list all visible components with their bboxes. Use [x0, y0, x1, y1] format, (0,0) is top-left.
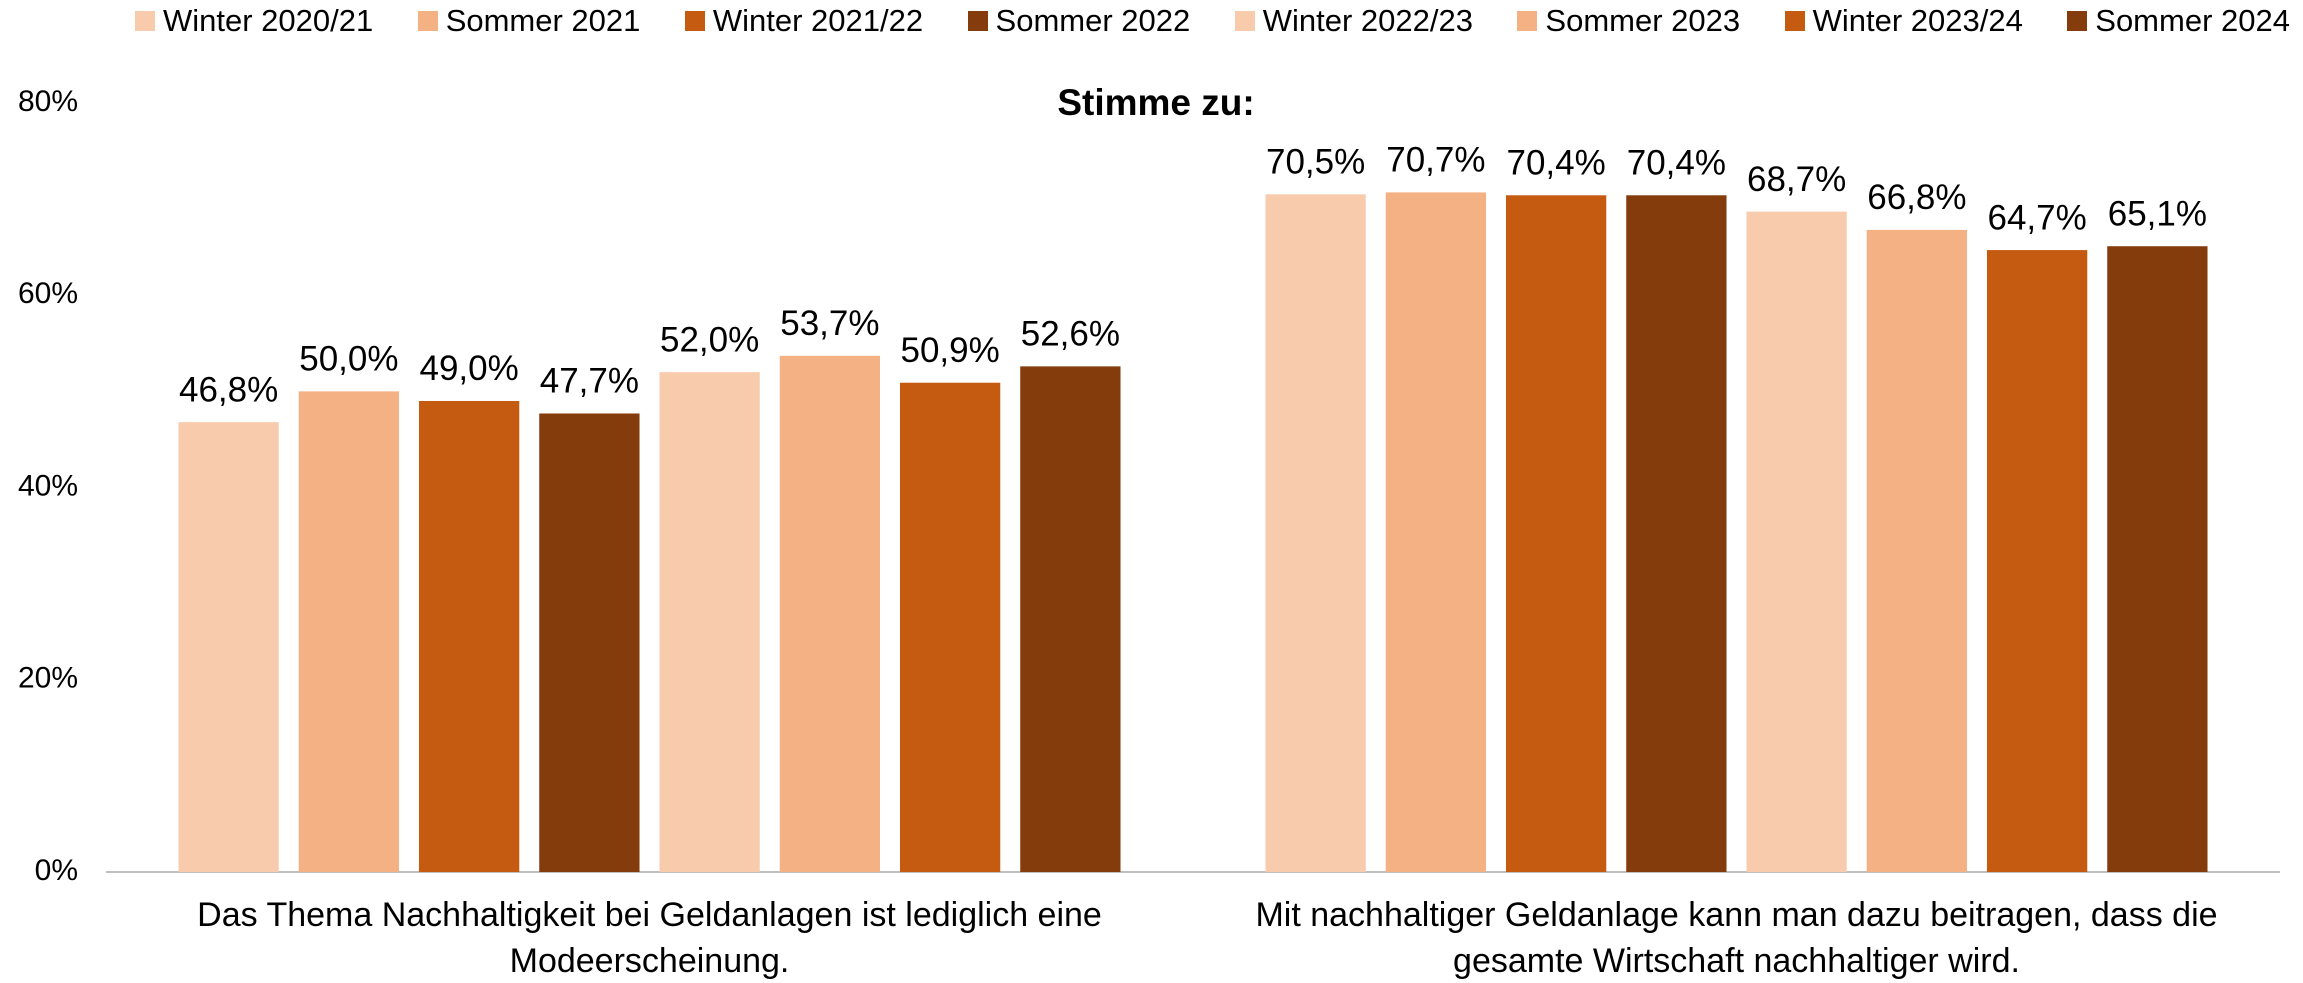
- bar: [1385, 192, 1487, 873]
- legend-item: Sommer 2024: [2067, 3, 2290, 39]
- bar: [899, 382, 1001, 872]
- legend-item: Sommer 2022: [967, 3, 1191, 39]
- legend-item: Sommer 2021: [417, 3, 641, 39]
- value-label: 52,6%: [1021, 315, 1120, 354]
- bar: [1265, 194, 1366, 873]
- value-label: 64,7%: [1987, 198, 2086, 237]
- value-label: 49,0%: [420, 349, 519, 388]
- bar: [539, 413, 640, 872]
- bar: [1746, 211, 1847, 873]
- legend-item: Winter 2023/24: [1784, 3, 2023, 39]
- legend-item: Winter 2020/21: [135, 3, 373, 39]
- value-label: 50,0%: [299, 340, 398, 379]
- bar: [298, 391, 400, 872]
- chart-title: Stimme zu:: [1057, 82, 1254, 123]
- legend-swatch: [417, 11, 438, 31]
- bar: [1626, 195, 1727, 872]
- value-label: 53,7%: [780, 304, 879, 343]
- y-tick-label: 0%: [35, 854, 78, 887]
- legend-item: Winter 2021/22: [684, 3, 924, 39]
- legend-swatch: [2067, 11, 2088, 31]
- legend-label: Sommer 2022: [995, 3, 1191, 38]
- bar: [779, 355, 881, 873]
- value-label: 70,7%: [1386, 141, 1485, 180]
- legend-swatch: [684, 11, 705, 31]
- y-tick-label: 20%: [18, 662, 78, 695]
- legend-label: Sommer 2021: [445, 3, 641, 38]
- legend-swatch: [135, 11, 155, 31]
- legend-label: Winter 2023/24: [1812, 3, 2023, 38]
- legend-swatch: [1784, 11, 1805, 31]
- legend-swatch: [1517, 11, 1538, 31]
- bar: [2107, 246, 2208, 872]
- value-label: 52,0%: [660, 320, 759, 359]
- legend-label: Sommer 2024: [2095, 3, 2290, 38]
- bar: [178, 422, 279, 872]
- x-tick-label: Mit nachhaltiger Geldanlage kann man daz…: [1255, 896, 2218, 980]
- bar: [1020, 366, 1121, 872]
- value-label: 70,5%: [1266, 143, 1365, 182]
- y-tick-label: 60%: [18, 277, 78, 310]
- legend-item: Sommer 2023: [1517, 3, 1740, 39]
- value-label: 65,1%: [2108, 194, 2207, 233]
- value-label: 68,7%: [1747, 160, 1846, 199]
- x-tick-label: Das Thema Nachhaltigkeit bei Geldanlagen…: [197, 896, 1102, 980]
- legend-label: Sommer 2023: [1545, 3, 1741, 38]
- legend-swatch: [1234, 11, 1255, 31]
- value-label: 70,4%: [1627, 144, 1726, 183]
- legend-label: Winter 2021/22: [712, 3, 924, 38]
- legend-item: Winter 2022/23: [1234, 3, 1473, 39]
- y-tick-label: 80%: [18, 85, 78, 118]
- value-label: 70,4%: [1507, 144, 1606, 183]
- legend-swatch: [967, 11, 988, 31]
- bar: [1866, 229, 1968, 872]
- bar: [1505, 195, 1607, 872]
- legend-label: Winter 2020/21: [163, 3, 374, 38]
- bar: [659, 372, 760, 872]
- y-tick-label: 40%: [18, 469, 78, 502]
- bar: [418, 400, 520, 872]
- value-label: 47,7%: [540, 362, 639, 401]
- legend: Winter 2020/21 Sommer 2021 Winter 2021/22 S…: [135, 0, 2290, 42]
- value-label: 46,8%: [179, 370, 278, 409]
- bar: [1986, 250, 2088, 873]
- value-label: 66,8%: [1867, 178, 1966, 217]
- legend-label: Winter 2022/23: [1262, 3, 1473, 38]
- value-label: 50,9%: [900, 331, 999, 370]
